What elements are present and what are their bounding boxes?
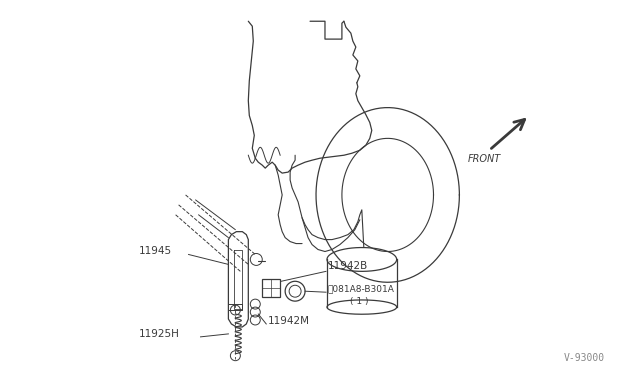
- Text: 11942M: 11942M: [268, 316, 310, 326]
- Text: Ⓑ081A8-B301A: Ⓑ081A8-B301A: [328, 284, 395, 293]
- Bar: [262, 279, 280, 297]
- Text: FRONT: FRONT: [467, 154, 500, 164]
- Text: 11925H: 11925H: [139, 329, 180, 339]
- Text: V-93000: V-93000: [564, 353, 605, 363]
- Text: 11942B: 11942B: [328, 262, 368, 271]
- Text: 11945: 11945: [139, 247, 172, 256]
- Text: ( 1 ): ( 1 ): [350, 297, 369, 306]
